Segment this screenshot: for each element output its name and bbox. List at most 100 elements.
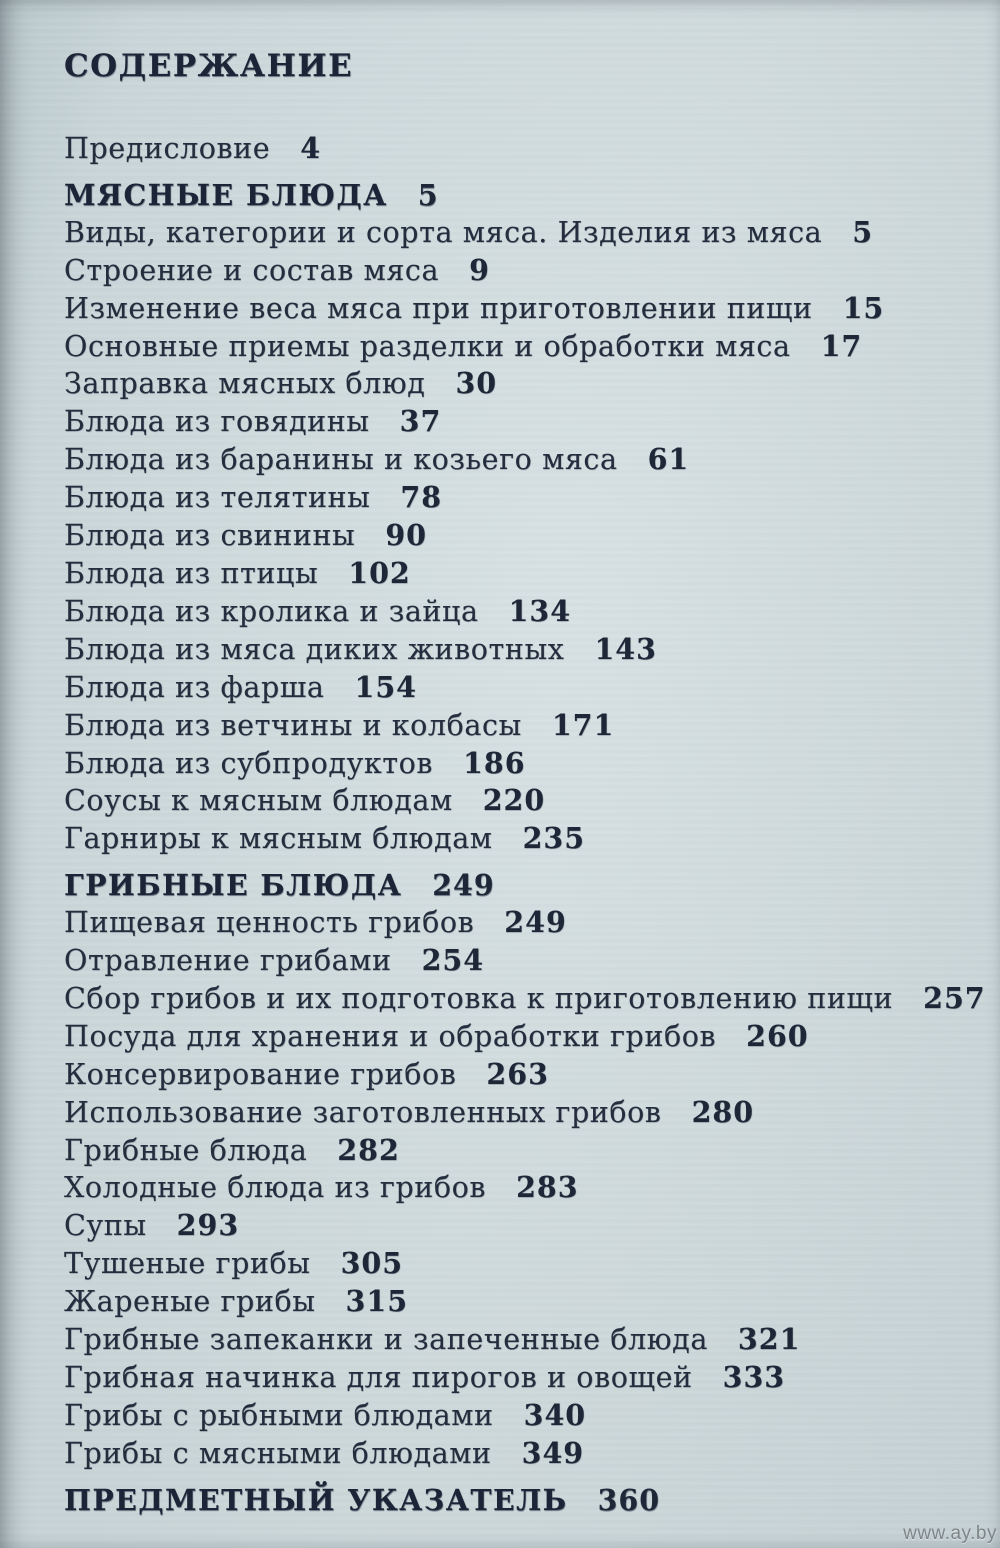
watermark: www.ay.by <box>903 1523 997 1544</box>
toc-entry-page-number: 263 <box>486 1056 549 1091</box>
toc-entry-page-number: 283 <box>516 1170 579 1205</box>
toc-entry: Блюда из мяса диких животных 143 <box>64 631 960 669</box>
toc-entry: Использование заготовленных грибов 280 <box>64 1094 960 1132</box>
page-title: СОДЕРЖАНИЕ <box>64 48 354 84</box>
toc-entry-label: Соусы к мясным блюдам <box>64 784 453 818</box>
toc-entry-page-number: 360 <box>597 1482 661 1517</box>
toc-entry: Сбор грибов и их подготовка к приготовле… <box>64 980 985 1018</box>
toc-entry-page-number: 249 <box>432 868 495 903</box>
toc-entry-page-number: 235 <box>522 821 586 856</box>
toc-entry-page-number: 9 <box>469 252 490 287</box>
toc-entry-page-number: 143 <box>594 631 657 666</box>
toc-entry: Блюда из говядины 37 <box>64 403 960 441</box>
toc-entry-label: Жареные грибы <box>64 1285 316 1319</box>
toc-entry-label: Блюда из баранины и козьего мяса <box>64 443 618 477</box>
toc-section-header: МЯСНЫЕ БЛЮДА 5 <box>64 177 960 214</box>
toc-entry: Посуда для хранения и обработки грибов 26… <box>64 1018 960 1056</box>
toc-entry-page-number: 186 <box>463 745 526 780</box>
toc-entry: Блюда из свинины 90 <box>64 517 960 555</box>
toc-section-header: ГРИБНЫЕ БЛЮДА 249 <box>64 867 960 904</box>
toc-entry-label: Грибные запеканки и запеченные блюда <box>64 1323 708 1357</box>
toc-entry: Грибные блюда 282 <box>64 1132 960 1170</box>
toc-entry-label: Блюда из ветчины и колбасы <box>64 708 522 742</box>
toc-entry-label: Тушеные грибы <box>64 1247 311 1281</box>
toc-entry-label: Строение и состав мяса <box>64 253 440 287</box>
toc-entry-label: Блюда из субпродуктов <box>64 746 434 780</box>
toc-entry-label: Блюда из говядины <box>64 405 370 439</box>
toc-entry-page-number: 254 <box>421 943 485 978</box>
toc-entry-page-number: 134 <box>508 593 572 628</box>
toc-entry: Отравление грибами 254 <box>64 942 960 980</box>
toc-entry-label: Посуда для хранения и обработки грибов <box>64 1019 717 1053</box>
toc-entry: Блюда из кролика и зайца 134 <box>64 593 960 631</box>
toc-entry-page-number: 282 <box>337 1132 400 1167</box>
toc-entry: Блюда из субпродуктов 186 <box>64 745 960 783</box>
toc-entry-label: ГРИБНЫЕ БЛЮДА <box>64 868 403 903</box>
toc-entry-label: Супы <box>64 1209 147 1243</box>
toc-entry-page-number: 349 <box>521 1435 585 1470</box>
toc-entry-label: Грибы с мясными блюдами <box>64 1436 492 1470</box>
toc-entry-page-number: 17 <box>820 328 863 363</box>
toc-entry-label: Использование заготовленных грибов <box>64 1095 662 1129</box>
toc-entry: Строение и состав мяса 9 <box>64 252 960 290</box>
toc-entry-page-number: 340 <box>523 1397 587 1432</box>
toc-entry-label: Блюда из птицы <box>64 556 319 590</box>
toc-entry-page-number: 171 <box>551 707 615 742</box>
toc-entry-label: ПРЕДМЕТНЫЙ УКАЗАТЕЛЬ <box>64 1482 568 1517</box>
toc-entry-label: Блюда из кролика и зайца <box>64 594 479 628</box>
toc-entry-page-number: 5 <box>417 177 439 212</box>
toc-entry: Холодные блюда из грибов 283 <box>64 1169 960 1207</box>
toc-entry-label: Блюда из телятины <box>64 481 371 515</box>
toc-entry-page-number: 315 <box>345 1284 409 1319</box>
toc-entry-page-number: 280 <box>691 1094 755 1129</box>
toc-entry-page-number: 293 <box>176 1208 240 1243</box>
toc-entry: Блюда из птицы 102 <box>64 555 960 593</box>
toc-entry-page-number: 154 <box>354 669 417 704</box>
toc-entry-page-number: 90 <box>385 518 428 553</box>
toc-entry-page-number: 220 <box>482 783 546 818</box>
toc-entry-label: Блюда из фарша <box>64 670 325 704</box>
toc-entry-label: Консервирование грибов <box>64 1057 457 1091</box>
toc-entry-page-number: 102 <box>348 555 411 590</box>
toc-entry: Блюда из баранины и козьего мяса 61 <box>64 441 960 479</box>
toc-entry: Блюда из телятины 78 <box>64 479 960 517</box>
toc-entry-label: Пищевая ценность грибов <box>64 906 475 940</box>
toc-entry-label: МЯСНЫЕ БЛЮДА <box>64 177 388 212</box>
toc-entry-page-number: 61 <box>647 442 690 477</box>
toc-entry: Основные приемы разделки и обработки мяс… <box>64 328 960 366</box>
toc-entry: Супы 293 <box>64 1207 960 1245</box>
toc-section-header: ПРЕДМЕТНЫЙ УКАЗАТЕЛЬ 360 <box>64 1482 960 1519</box>
toc-entry-label: Грибная начинка для пирогов и овощей <box>64 1361 693 1394</box>
toc-entry-page-number: 5 <box>852 214 874 249</box>
toc-entry-label: Грибы с рыбными блюдами <box>64 1398 494 1432</box>
toc-entry: Блюда из фарша 154 <box>64 669 960 707</box>
toc-entry-page-number: 78 <box>400 480 443 515</box>
toc-entry-page-number: 333 <box>722 1360 786 1394</box>
toc-entry-page-number: 249 <box>504 905 567 940</box>
toc-entry: Грибная начинка для пирогов и овощей 333 <box>64 1359 960 1397</box>
toc-entry-label: Сбор грибов и их подготовка к приготовле… <box>64 981 894 1015</box>
toc-entry: Консервирование грибов 263 <box>64 1056 960 1094</box>
toc-entry: Гарниры к мясным блюдам 235 <box>64 820 960 858</box>
toc-entry-page-number: 305 <box>340 1246 404 1281</box>
toc-entry-label: Предисловие <box>64 132 271 165</box>
toc-entry-page-number: 260 <box>746 1018 809 1053</box>
toc-entry-label: Блюда из свинины <box>64 519 356 553</box>
toc-entry-label: Изменение веса мяса при приготовлении пи… <box>64 291 813 325</box>
toc-entry: Грибные запеканки и запеченные блюда 321 <box>64 1321 960 1359</box>
toc-entry-page-number: 30 <box>455 366 498 401</box>
toc-entry: Соусы к мясным блюдам 220 <box>64 782 960 820</box>
toc-entry-label: Грибные блюда <box>64 1133 308 1167</box>
toc-entry-page-number: 15 <box>842 290 885 325</box>
toc-entry-label: Основные приемы разделки и обработки мяс… <box>64 329 791 363</box>
toc-entry-label: Блюда из мяса диких животных <box>64 632 565 666</box>
toc-entry-label: Отравление грибами <box>64 944 392 978</box>
toc-entry: Грибы с мясными блюдами 349 <box>64 1435 960 1473</box>
toc-entry-page-number: 257 <box>923 980 986 1015</box>
toc-entry-label: Виды, категории и сорта мяса. Изделия из… <box>64 215 823 249</box>
toc-entry: Предисловие 4 <box>64 130 960 168</box>
toc-entry-page-number: 37 <box>399 404 442 439</box>
toc-entry: Грибы с рыбными блюдами 340 <box>64 1397 960 1435</box>
toc-entry: Пищевая ценность грибов 249 <box>64 904 960 942</box>
